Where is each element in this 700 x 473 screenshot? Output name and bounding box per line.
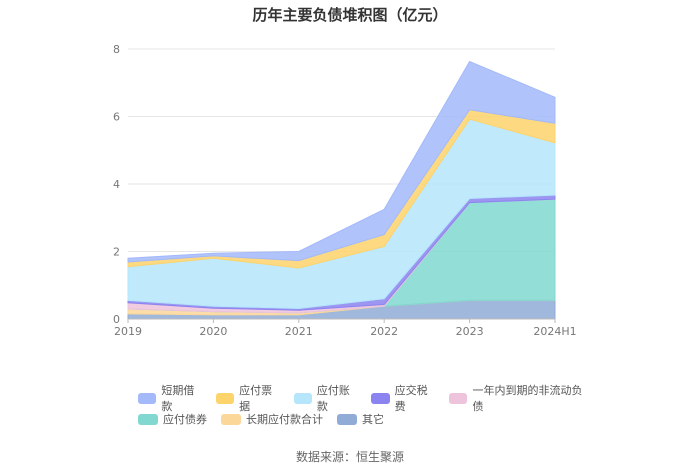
legend-swatch [371,392,390,404]
legend-item[interactable]: 应付债券 [138,411,207,427]
legend-item[interactable]: 一年内到期的非流动负债 [449,382,584,414]
source-note: 数据来源：恒生聚源 [295,450,404,464]
legend-row-2: 应付债券 长期应付款合计 其它 [138,409,598,429]
legend-item[interactable]: 应付票据 [215,382,280,414]
x-tick-label: 2023 [456,325,484,338]
legend-label: 一年内到期的非流动负债 [472,384,583,413]
legend-item[interactable]: 其它 [337,411,384,427]
legend-label: 短期借款 [161,384,195,413]
legend-swatch [138,392,157,404]
series-area-7[interactable] [127,60,556,263]
legend-swatch [293,392,312,404]
y-tick-label: 8 [113,43,120,56]
area-layer [127,60,556,320]
legend-item[interactable]: 应付账款 [293,382,358,414]
legend-label: 应付账款 [316,384,350,413]
legend-label: 应交税费 [394,384,428,413]
legend-label: 其它 [362,413,384,426]
legend-label: 长期应付款合计 [246,413,323,426]
legend-label: 应付债券 [163,413,207,426]
x-tick-label: 2024H1 [533,325,576,338]
legend-swatch [337,413,357,425]
chart-area: 0 2 4 6 8 2019 2020 2021 2022 2023 2024H1 [113,43,577,338]
x-tick-label: 2020 [199,325,227,338]
legend-swatch [221,413,241,425]
legend: 短期借款 应付票据 应付账款 应交税费 一年内到期的非流动负债 应付债券 长期应付款合计 其… [138,384,598,430]
x-tick-label: 2021 [285,325,313,338]
chart-title: 历年主要负债堆积图（亿元） [252,6,448,24]
axis-layer: 0 2 4 6 8 2019 2020 2021 2022 2023 2024H1 [113,43,577,338]
legend-swatch [449,392,468,404]
legend-swatch [138,413,158,425]
y-tick-label: 4 [113,178,120,191]
x-tick-label: 2019 [114,325,142,338]
legend-swatch [215,392,235,404]
x-tick-label: 2022 [370,325,398,338]
legend-item[interactable]: 长期应付款合计 [221,411,323,427]
y-tick-label: 0 [113,313,120,326]
y-tick-label: 2 [113,246,120,259]
legend-row-1: 短期借款 应付票据 应付账款 应交税费 一年内到期的非流动负债 [138,384,598,413]
legend-item[interactable]: 应交税费 [371,382,435,414]
legend-item[interactable]: 短期借款 [138,382,202,414]
y-tick-label: 6 [113,111,120,124]
legend-label: 应付票据 [239,384,273,413]
